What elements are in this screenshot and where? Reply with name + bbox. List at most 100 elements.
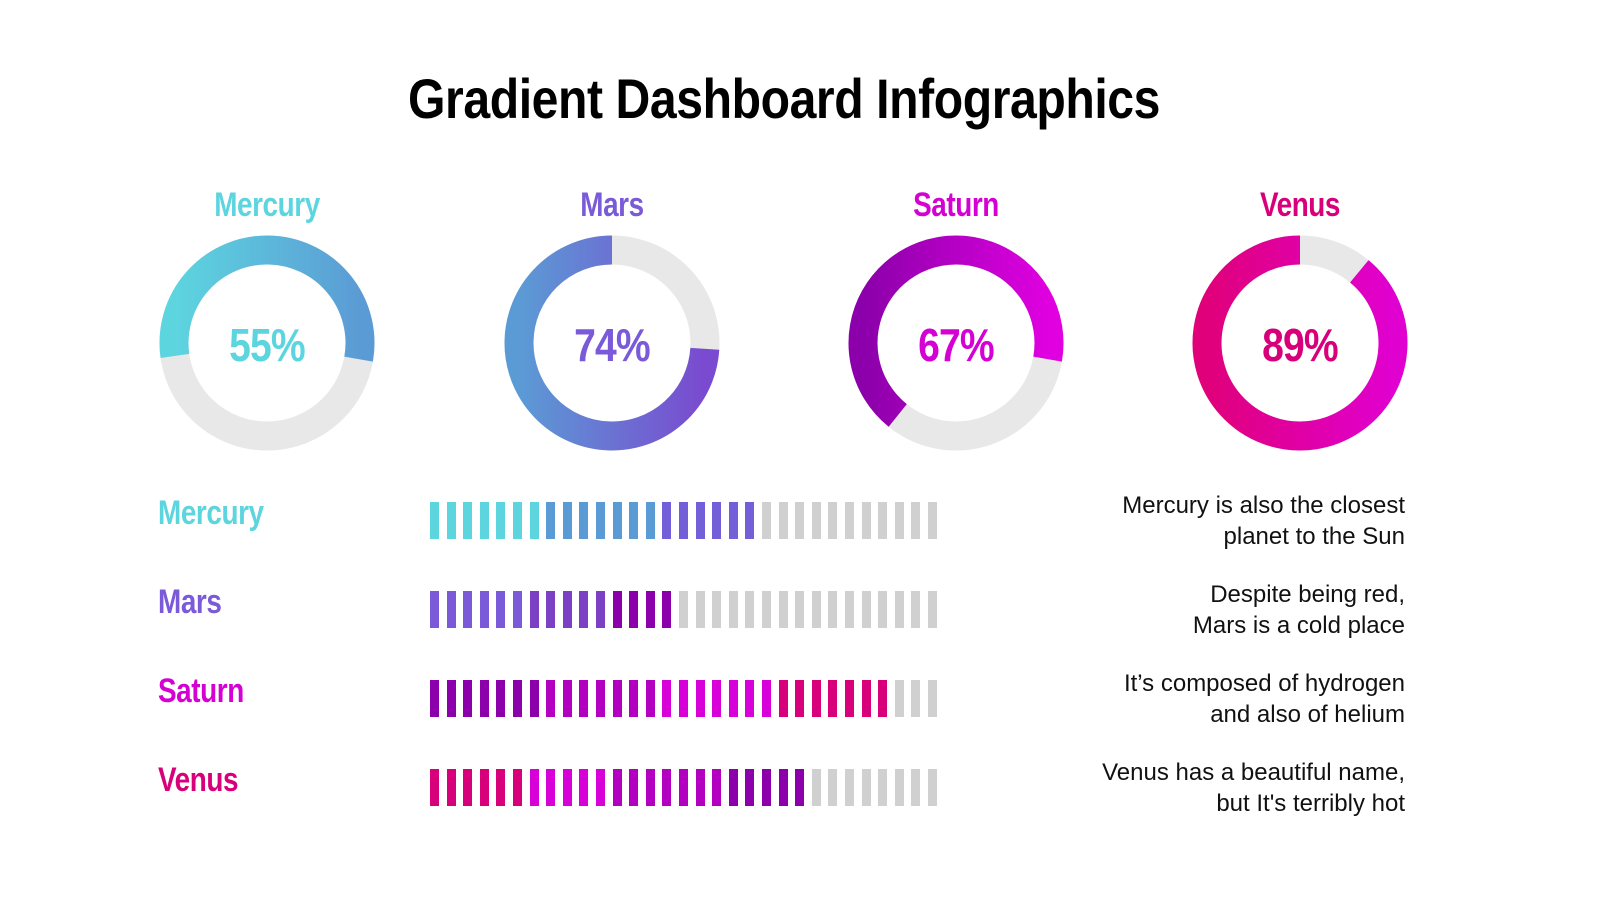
row-description: Venus has a beautiful name, but It's terr…	[985, 757, 1405, 819]
bar-segment-empty	[911, 769, 921, 806]
bar-segment-filled	[695, 502, 705, 539]
bar-segment-empty	[878, 769, 888, 806]
bar-segment-filled	[562, 680, 572, 717]
bar-segment-filled	[629, 502, 639, 539]
bar-segment-filled	[446, 680, 456, 717]
bar-segment-empty	[811, 591, 821, 628]
bar-segment-filled	[662, 591, 672, 628]
bar-segment-filled	[679, 680, 688, 717]
bar-segment-empty	[911, 591, 921, 628]
bar-segment-empty	[894, 769, 904, 806]
donut-percent-label: 89%	[1262, 319, 1339, 371]
bar-segment-filled	[529, 502, 539, 539]
bar-segment-filled	[662, 502, 672, 539]
bar-segment-empty	[845, 769, 854, 806]
bar-segment-filled	[695, 680, 705, 717]
bar-segment-empty	[894, 680, 904, 717]
donut-arc	[159, 235, 375, 362]
row-label: Venus	[158, 761, 239, 799]
bar-segment-filled	[546, 502, 556, 539]
bar-segment-empty	[861, 769, 871, 806]
bar-segment-filled	[645, 591, 655, 628]
bar-segment-filled	[745, 680, 755, 717]
bar-segment-filled	[612, 502, 622, 539]
row-label: Mercury	[158, 494, 264, 532]
bar-segment-filled	[845, 680, 854, 717]
description-line: Mercury is also the closest	[1122, 492, 1405, 519]
bar-segment-empty	[828, 591, 838, 628]
bar-segment-filled	[579, 502, 589, 539]
donut-percent-label: 74%	[574, 319, 651, 371]
donut-title: Mercury	[214, 186, 320, 224]
bar-segment-filled	[795, 769, 805, 806]
donut-arc	[1192, 235, 1408, 451]
bar-segment-filled	[496, 502, 506, 539]
bar-segment-empty	[679, 591, 688, 628]
bar-segment-filled	[463, 769, 473, 806]
bar-segment-empty	[878, 591, 888, 628]
bar-segment-empty	[928, 680, 937, 717]
description-line: Despite being red,	[1210, 581, 1405, 608]
bar-segment-empty	[928, 502, 937, 539]
bar-segment-filled	[430, 680, 439, 717]
segmented-bar	[430, 591, 950, 628]
bar-segment-filled	[596, 680, 605, 717]
bar-segment-filled	[612, 769, 622, 806]
bar-segment-filled	[562, 502, 572, 539]
bar-segment-filled	[513, 680, 522, 717]
bar-segment-filled	[712, 502, 722, 539]
bar-segment-empty	[795, 591, 805, 628]
segmented-bar	[430, 502, 950, 539]
bar-segment-filled	[446, 769, 456, 806]
donut-title: Mars	[580, 186, 644, 224]
bar-segment-filled	[712, 769, 722, 806]
bar-segment-filled	[463, 680, 473, 717]
description-line: Venus has a beautiful name,	[1102, 759, 1405, 786]
bar-segment-filled	[463, 502, 473, 539]
bar-segment-filled	[479, 591, 489, 628]
row-label: Saturn	[158, 672, 244, 710]
bar-segment-filled	[745, 769, 755, 806]
bar-segment-filled	[579, 591, 589, 628]
bar-segment-filled	[546, 769, 556, 806]
bar-segment-filled	[596, 502, 605, 539]
bar-segment-empty	[878, 502, 888, 539]
bar-segment-filled	[529, 769, 539, 806]
bar-segment-filled	[479, 769, 489, 806]
bar-segment-filled	[728, 502, 738, 539]
donut-chart	[848, 235, 1064, 451]
bar-segment-filled	[513, 769, 522, 806]
bar-segment-filled	[679, 502, 688, 539]
bar-segment-empty	[911, 680, 921, 717]
bar-segment-filled	[878, 680, 888, 717]
bar-segment-empty	[861, 502, 871, 539]
bar-segment-filled	[728, 680, 738, 717]
bar-segment-filled	[513, 591, 522, 628]
bar-segment-empty	[795, 502, 805, 539]
bar-segment-empty	[928, 769, 937, 806]
bar-segment-empty	[828, 769, 838, 806]
bar-segment-empty	[745, 591, 755, 628]
bar-segment-empty	[728, 591, 738, 628]
bar-segment-filled	[745, 502, 755, 539]
description-line: but It's terribly hot	[1216, 790, 1405, 817]
bar-segment-filled	[529, 591, 539, 628]
bar-segment-filled	[728, 769, 738, 806]
bar-segment-filled	[430, 769, 439, 806]
bar-segment-filled	[662, 680, 672, 717]
bar-segment-empty	[778, 591, 788, 628]
row-description: Despite being red, Mars is a cold place	[985, 579, 1405, 641]
bar-segment-empty	[762, 591, 771, 628]
bar-segment-filled	[778, 769, 788, 806]
bar-segment-filled	[679, 769, 688, 806]
row-description: Mercury is also the closest planet to the…	[985, 490, 1405, 552]
bar-segment-filled	[496, 591, 506, 628]
bar-segment-filled	[695, 769, 705, 806]
donut-title: Saturn	[913, 186, 999, 224]
bar-segment-filled	[546, 680, 556, 717]
row-description: It’s composed of hydrogen and also of hel…	[985, 668, 1405, 730]
description-line: and also of helium	[1210, 701, 1405, 728]
description-line: It’s composed of hydrogen	[1123, 670, 1405, 697]
bar-segment-filled	[529, 680, 539, 717]
bar-segment-empty	[861, 591, 871, 628]
